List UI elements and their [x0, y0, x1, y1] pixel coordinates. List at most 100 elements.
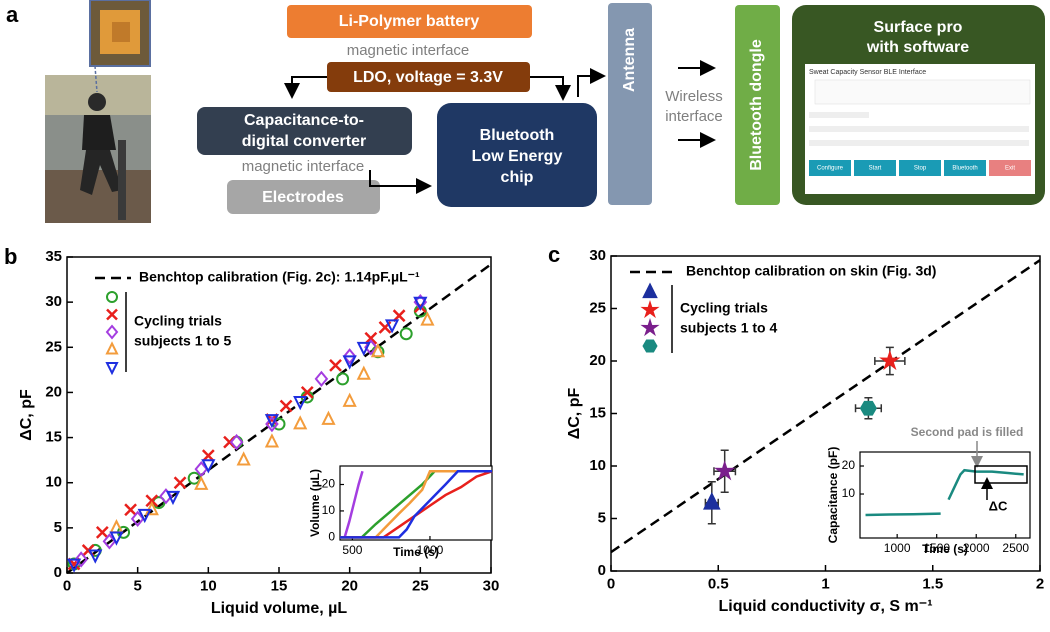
marker — [356, 341, 371, 357]
marker — [95, 525, 109, 539]
marker — [859, 400, 877, 416]
software-button-label: Stop — [914, 166, 927, 172]
marker — [66, 558, 82, 573]
battery-label: Li-Polymer battery — [339, 13, 480, 30]
data-line — [865, 468, 1024, 517]
marker — [201, 459, 216, 474]
marker — [105, 341, 119, 355]
x-tick-label: 1500 — [923, 541, 950, 555]
interface-label: magnetic interface — [347, 42, 470, 59]
y-tick-label: 20 — [45, 383, 62, 400]
marker — [173, 476, 187, 490]
y-tick-label: 15 — [45, 429, 62, 446]
marker — [356, 365, 371, 380]
software-button-label: Configure — [817, 166, 844, 172]
legend-label: Cycling trials — [680, 300, 768, 316]
x-axis-label: Time (s) — [922, 542, 968, 556]
x-tick-label: 500 — [342, 543, 362, 557]
marker — [640, 299, 660, 319]
legend-label: Benchtop calibration (Fig. 2c): 1.14pF.µ… — [139, 269, 420, 285]
legend-label: Benchtop calibration on skin (Fig. 3d) — [686, 263, 936, 279]
data-line — [340, 470, 492, 539]
x-axis-label: Liquid volume, µL — [211, 600, 348, 617]
arrows — [284, 60, 716, 194]
software-button — [989, 160, 1031, 176]
electrodes-label: Electrodes — [262, 189, 344, 206]
software-button-label: Exit — [1005, 166, 1015, 172]
x-axis-label: Time (s) — [393, 545, 439, 559]
legend-label: Cycling trials — [134, 313, 222, 329]
marker — [105, 362, 119, 376]
ldo-box — [327, 62, 530, 92]
software-button-label: Start — [869, 166, 882, 172]
marker — [713, 459, 736, 481]
x-tick-label: 0 — [63, 577, 71, 594]
marker — [703, 492, 721, 510]
x-tick-label: 2 — [1036, 575, 1044, 592]
y-tick-label: 25 — [45, 338, 62, 355]
legend-label: subjects 1 to 4 — [680, 320, 777, 336]
x-tick-label: 15 — [271, 577, 288, 594]
x-tick-label: 2000 — [963, 541, 990, 555]
ble-label: Low Energy — [472, 148, 563, 165]
x-tick-label: 2500 — [1002, 541, 1029, 555]
ble-label: Bluetooth — [480, 127, 555, 144]
panel-label: a — [6, 2, 19, 27]
battery-box — [287, 5, 532, 38]
cdc-label: digital converter — [242, 133, 366, 150]
marker — [329, 358, 342, 372]
y-axis-label: ΔC, pF — [18, 389, 35, 441]
marker — [236, 451, 251, 466]
x-tick-label: 30 — [483, 577, 500, 594]
dongle-box — [735, 5, 780, 205]
panel-label: b — [4, 244, 17, 269]
marker — [640, 317, 660, 337]
y-tick-label: 5 — [54, 519, 62, 536]
antenna-label: Antenna — [621, 28, 638, 92]
software-button-label: Bluetooth — [952, 166, 977, 172]
x-tick-label: 5 — [133, 577, 141, 594]
y-tick-label: 20 — [322, 477, 336, 491]
marker — [165, 490, 181, 506]
marker — [265, 415, 279, 433]
y-tick-label: 15 — [589, 404, 606, 421]
x-tick-label: 25 — [412, 577, 429, 594]
marker — [336, 372, 350, 386]
marker — [88, 549, 103, 564]
y-tick-label: 0 — [54, 564, 62, 581]
fit-line — [610, 259, 1041, 554]
y-axis-label: ΔC, pF — [566, 388, 583, 440]
x-tick-label: 10 — [200, 577, 217, 594]
y-tick-label: 10 — [45, 474, 62, 491]
marker — [105, 324, 119, 340]
surface-label: with software — [866, 39, 969, 56]
software-button — [944, 160, 986, 176]
y-tick-label: 30 — [589, 247, 606, 264]
y-tick-label: 20 — [589, 352, 606, 369]
data-line — [343, 470, 364, 538]
marker — [124, 503, 137, 517]
ldo-label: LDO, voltage = 3.3V — [353, 69, 503, 86]
plot-area — [339, 465, 493, 541]
marker — [293, 415, 308, 430]
photo — [45, 0, 151, 223]
data-line — [340, 470, 492, 539]
marker — [384, 319, 400, 334]
marker — [264, 433, 280, 448]
marker — [187, 471, 201, 485]
annotation: ΔC — [989, 498, 1008, 513]
y-axis-label: Capacitance (pF) — [826, 447, 840, 544]
x-tick-label: 1 — [821, 575, 829, 592]
marker — [293, 396, 308, 411]
software-title: Sweat Capacity Sensor BLE Interface — [809, 69, 926, 76]
data-line — [340, 470, 492, 539]
marker — [342, 355, 357, 370]
electrodes-box — [227, 180, 380, 214]
marker — [264, 414, 280, 429]
wireless-label: interface — [665, 108, 723, 125]
y-tick-label: 20 — [842, 458, 856, 472]
y-tick-label: 10 — [322, 503, 336, 517]
y-tick-label: 0 — [328, 530, 335, 544]
marker — [144, 500, 159, 516]
